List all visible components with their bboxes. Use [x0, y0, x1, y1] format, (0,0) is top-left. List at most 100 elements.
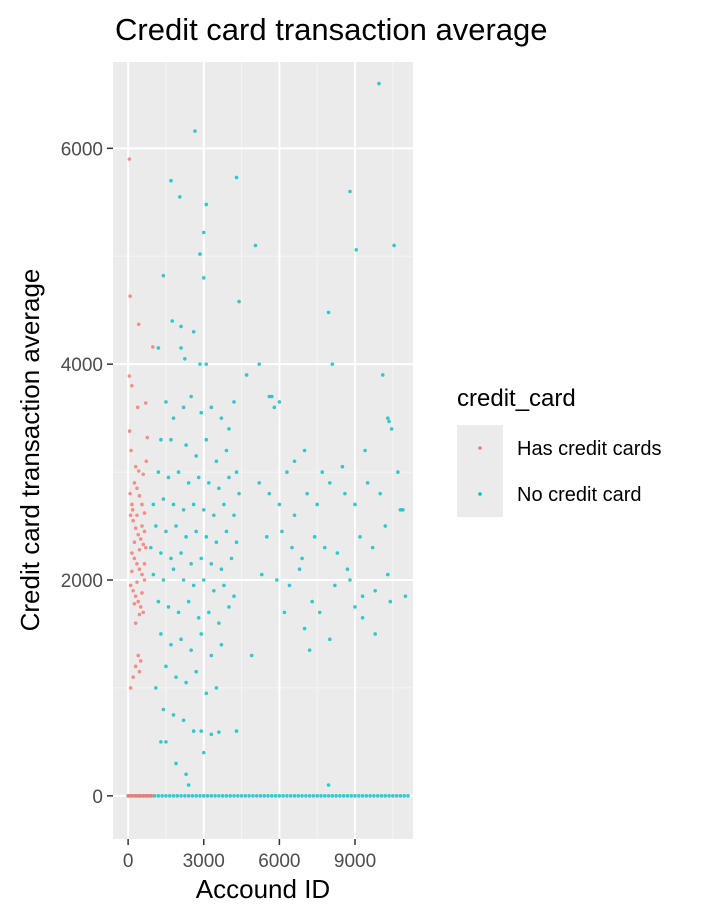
point-no-credit-card — [219, 416, 224, 420]
point-no-credit-card — [198, 252, 202, 256]
point-no-credit-card — [264, 535, 269, 539]
legend-key-has-credit-cards — [478, 446, 482, 450]
point-no-credit-card — [179, 324, 183, 329]
point-no-credit-card — [363, 448, 367, 453]
point-no-credit-card — [394, 794, 399, 798]
point-no-credit-card — [224, 794, 229, 798]
point-no-credit-card — [249, 653, 254, 658]
point-has-credit-cards — [133, 464, 138, 469]
point-no-credit-card — [297, 567, 302, 572]
point-has-credit-cards — [136, 322, 141, 327]
point-has-credit-cards — [143, 401, 148, 405]
point-no-credit-card — [322, 794, 327, 798]
point-no-credit-card — [319, 794, 323, 798]
point-has-credit-cards — [130, 551, 134, 555]
legend-key-no-credit-card — [478, 492, 482, 496]
point-no-credit-card — [186, 481, 191, 485]
point-no-credit-card — [247, 794, 251, 798]
point-no-credit-card — [375, 794, 380, 798]
point-no-credit-card — [380, 373, 385, 377]
point-no-credit-card — [237, 491, 241, 496]
point-no-credit-card — [171, 502, 176, 507]
point-no-credit-card — [164, 529, 168, 534]
point-no-credit-card — [222, 583, 226, 588]
point-no-credit-card — [257, 362, 262, 366]
point-no-credit-card — [270, 794, 274, 798]
y-tick-label: 4000 — [61, 355, 103, 376]
point-no-credit-card — [296, 794, 301, 798]
point-no-credit-card — [275, 578, 279, 582]
point-no-credit-card — [392, 243, 396, 248]
point-no-credit-card — [290, 545, 294, 550]
point-no-credit-card — [201, 578, 206, 582]
point-no-credit-card — [398, 794, 403, 798]
point-has-credit-cards — [128, 513, 133, 518]
point-no-credit-card — [302, 626, 307, 631]
point-has-credit-cards — [150, 794, 155, 798]
point-no-credit-card — [199, 729, 204, 733]
point-has-credit-cards — [137, 669, 142, 674]
point-has-credit-cards — [136, 653, 141, 658]
point-no-credit-card — [328, 481, 332, 485]
point-no-credit-card — [373, 588, 377, 593]
point-has-credit-cards — [135, 486, 139, 491]
point-no-credit-card — [257, 481, 262, 485]
point-no-credit-card — [239, 794, 244, 798]
point-no-credit-card — [184, 680, 188, 685]
point-no-credit-card — [377, 81, 381, 86]
point-no-credit-card — [353, 605, 357, 609]
point-no-credit-card — [164, 794, 168, 798]
point-no-credit-card — [317, 610, 322, 615]
point-no-credit-card — [282, 610, 287, 615]
point-no-credit-card — [353, 502, 357, 507]
point-no-credit-card — [174, 675, 178, 679]
legend: credit_card Has credit cards No credit c… — [457, 385, 662, 517]
point-no-credit-card — [204, 535, 209, 539]
point-no-credit-card — [181, 405, 186, 410]
point-no-credit-card — [280, 529, 284, 534]
point-no-credit-card — [161, 707, 166, 712]
point-has-credit-cards — [135, 513, 139, 518]
point-no-credit-card — [161, 578, 166, 582]
point-no-credit-card — [305, 491, 309, 496]
point-no-credit-card — [235, 794, 240, 798]
point-no-credit-card — [237, 299, 241, 304]
point-no-credit-card — [194, 529, 198, 534]
point-no-credit-card — [184, 772, 188, 777]
point-no-credit-card — [401, 508, 405, 512]
point-no-credit-card — [330, 794, 335, 798]
point-has-credit-cards — [133, 664, 138, 669]
point-has-credit-cards — [128, 583, 133, 588]
point-no-credit-card — [169, 556, 173, 561]
point-no-credit-card — [184, 443, 188, 447]
legend-label-has-credit-cards: Has credit cards — [517, 438, 662, 460]
point-no-credit-card — [205, 794, 210, 798]
point-no-credit-card — [402, 794, 406, 798]
point-no-credit-card — [272, 405, 277, 410]
point-no-credit-card — [201, 276, 206, 280]
y-tick-label: 2000 — [61, 571, 103, 592]
point-no-credit-card — [169, 178, 173, 183]
point-no-credit-card — [292, 794, 297, 798]
point-no-credit-card — [232, 594, 236, 598]
point-no-credit-card — [270, 394, 274, 399]
point-no-credit-card — [183, 356, 187, 361]
point-no-credit-card — [391, 794, 395, 798]
point-no-credit-card — [251, 794, 255, 798]
point-no-credit-card — [217, 730, 221, 734]
point-no-credit-card — [193, 129, 197, 133]
point-no-credit-card — [220, 794, 225, 798]
point-no-credit-card — [194, 454, 198, 458]
point-no-credit-card — [214, 686, 219, 690]
point-no-credit-card — [228, 794, 233, 798]
point-has-credit-cards — [142, 578, 147, 582]
point-has-credit-cards — [137, 547, 142, 552]
point-no-credit-card — [300, 556, 304, 561]
point-no-credit-card — [199, 556, 204, 561]
point-no-credit-card — [234, 729, 239, 733]
point-no-credit-card — [266, 794, 270, 798]
x-tick-label: 6000 — [258, 851, 300, 872]
point-no-credit-card — [189, 394, 193, 399]
point-has-credit-cards — [137, 612, 142, 617]
point-no-credit-card — [159, 740, 163, 744]
